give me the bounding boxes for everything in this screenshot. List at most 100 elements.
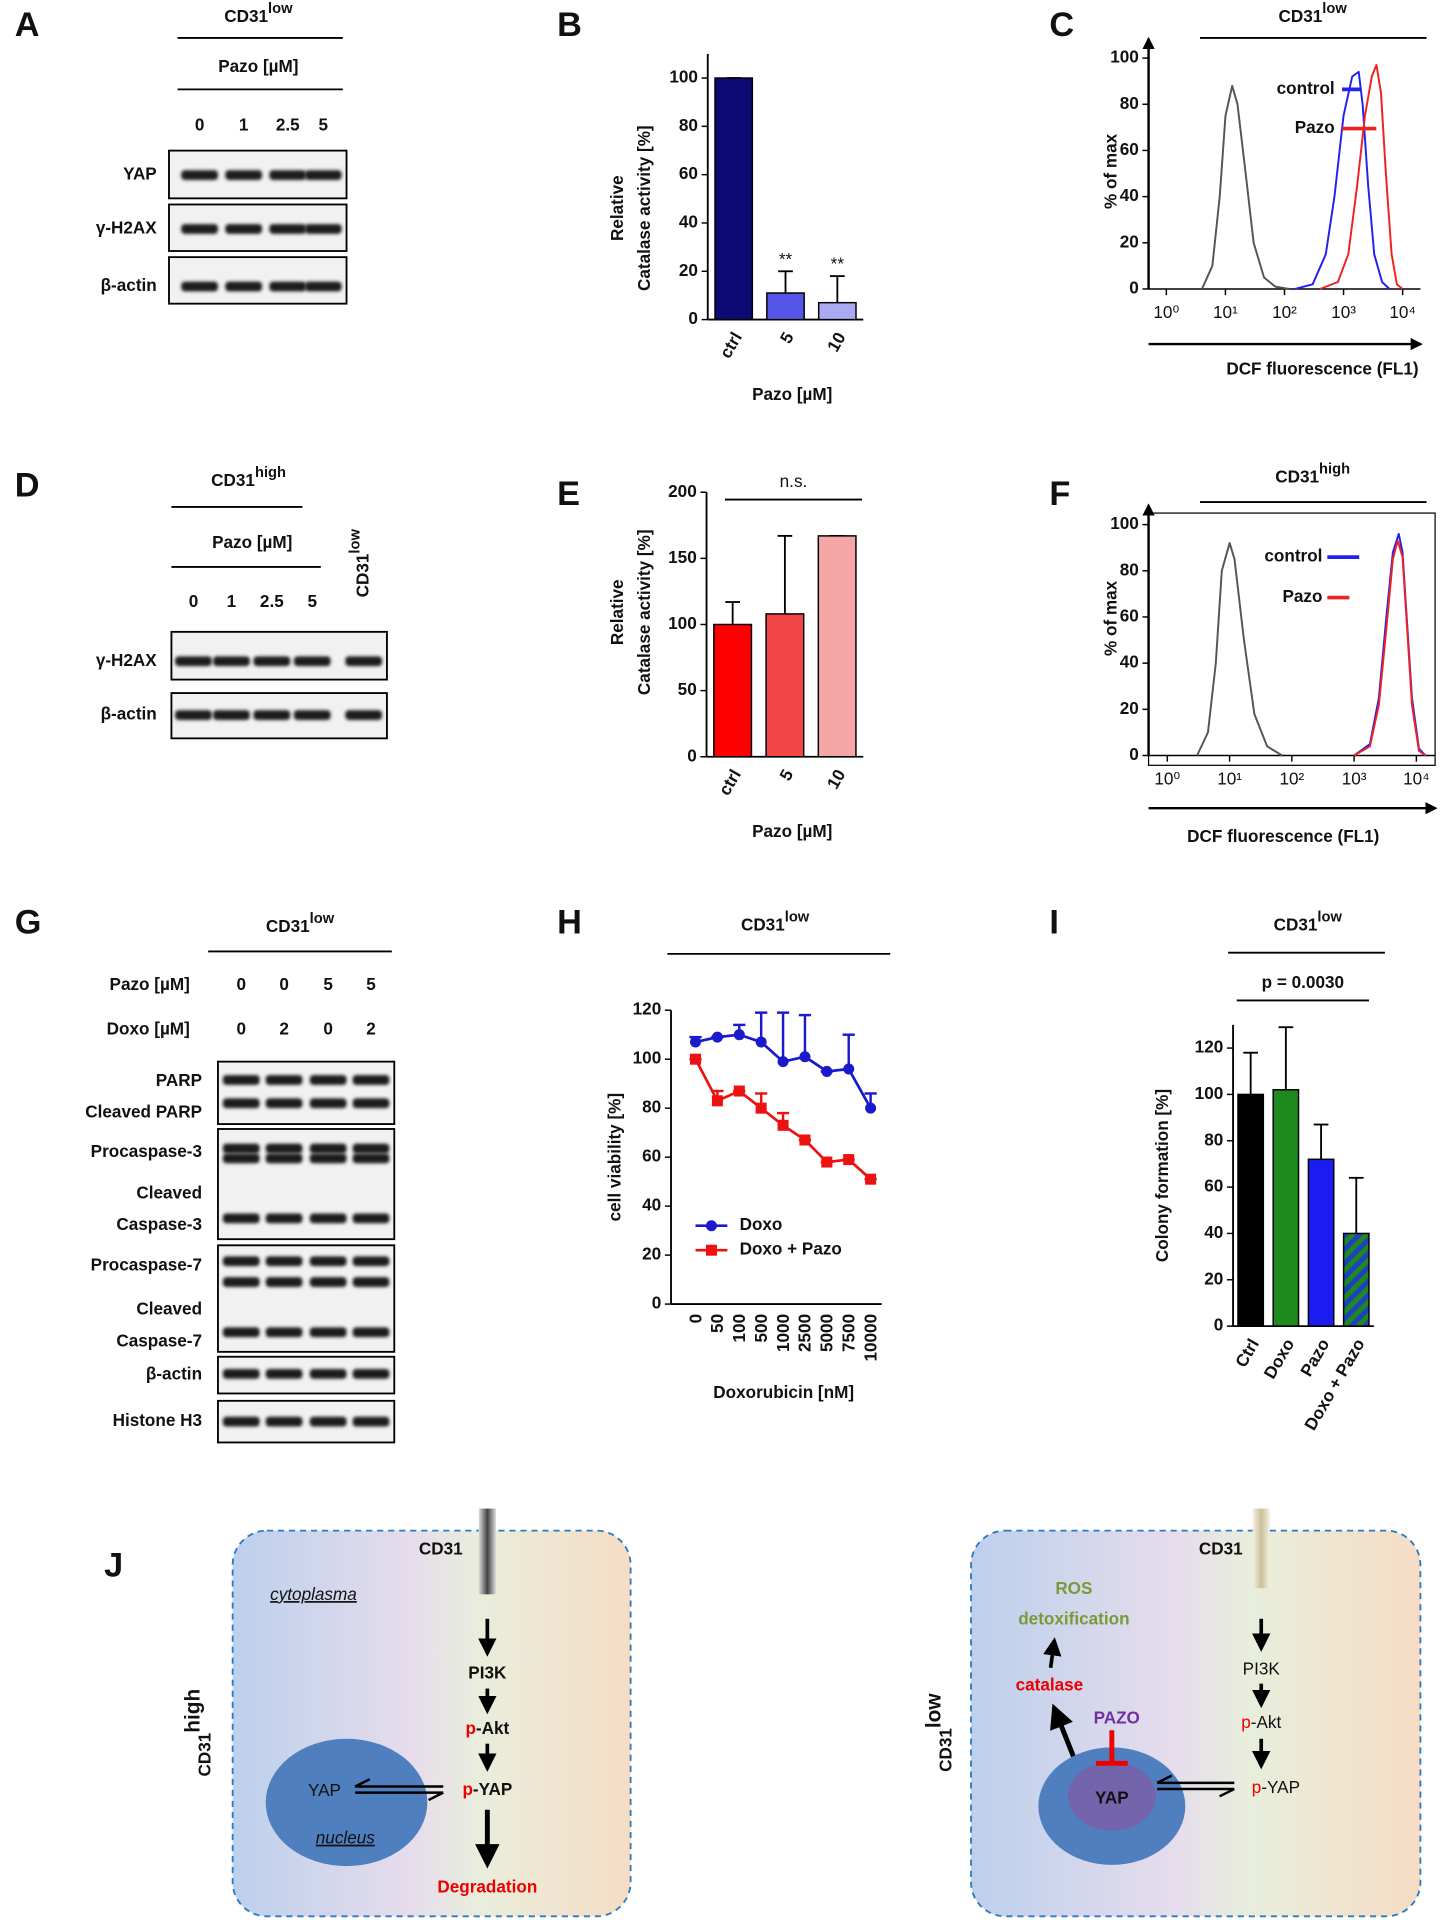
cell-label-sup: high — [182, 1689, 205, 1733]
x-tick-label: 7500 — [838, 1314, 858, 1352]
blot-box — [170, 630, 388, 681]
y-tick-label: 20 — [1120, 231, 1139, 251]
band — [213, 656, 250, 667]
band — [181, 224, 218, 234]
band — [222, 1368, 260, 1379]
lane-label: 2 — [279, 1018, 289, 1038]
yap-pool — [1067, 1762, 1156, 1831]
phospho-prefix: p — [462, 1779, 472, 1799]
y-tick-label: 20 — [1120, 698, 1139, 718]
band — [309, 1368, 347, 1379]
node-name: -YAP — [1261, 1776, 1300, 1796]
band — [222, 1256, 260, 1267]
x-tick-label: 10² — [1279, 769, 1304, 789]
x-tick-label: 10³ — [1331, 302, 1356, 322]
lane-label: 0 — [189, 591, 199, 611]
blot-header-text: CD31 — [224, 6, 268, 26]
row-label: Procaspase-7 — [91, 1255, 202, 1275]
panel-label: F — [1049, 475, 1070, 513]
x-tick-label: 2500 — [795, 1314, 815, 1352]
control-lane-label: CD31low — [348, 529, 373, 598]
y-axis-label: Catalase activity [%] — [634, 125, 654, 291]
legend-label: control — [1264, 546, 1322, 566]
node-label: p-Akt — [1241, 1711, 1281, 1731]
y-tick-label: 120 — [1195, 1037, 1224, 1057]
band — [265, 1327, 303, 1338]
y-axis-label: Relative — [607, 579, 627, 645]
phospho-prefix: p — [1241, 1711, 1251, 1731]
lane-label: 0 — [236, 974, 246, 994]
y-tick-label: 150 — [668, 547, 697, 567]
cell-label-text: CD31 — [194, 1732, 214, 1776]
y-axis-label: % of max — [1100, 133, 1120, 209]
band — [352, 1368, 390, 1379]
cell-label-sup: low — [923, 1693, 946, 1728]
y-tick-label: 0 — [1129, 744, 1139, 764]
chart-title: CD31low — [1274, 910, 1343, 935]
outcome-label: ROS — [1055, 1578, 1092, 1598]
marker — [843, 1063, 855, 1075]
blot-header-sup: low — [310, 911, 335, 927]
panel-label: B — [557, 6, 582, 44]
bar — [713, 623, 753, 758]
band — [181, 281, 218, 292]
lane-label: 1 — [227, 591, 237, 611]
lane-label: 2.5 — [260, 591, 284, 611]
band — [352, 1327, 390, 1338]
marker — [711, 1095, 723, 1107]
x-tick-label: 10⁴ — [1403, 769, 1429, 789]
receptor — [1252, 1508, 1270, 1589]
panel-label: C — [1049, 6, 1074, 44]
x-tick-label: 10000 — [860, 1314, 880, 1362]
chart-title-sup: low — [1322, 1, 1347, 17]
band — [175, 710, 212, 720]
condition-label: Doxo [µM] — [107, 1018, 190, 1038]
band — [309, 1153, 347, 1164]
cell-membrane — [970, 1529, 1422, 1918]
drug-label: PAZO — [1094, 1708, 1140, 1728]
band — [293, 710, 331, 720]
bar — [1272, 1089, 1300, 1327]
band — [222, 1416, 260, 1427]
marker — [755, 1036, 767, 1048]
row-label: Histone H3 — [113, 1410, 202, 1430]
marker — [821, 1065, 833, 1077]
y-tick-label: 0 — [1129, 278, 1139, 298]
band — [304, 224, 342, 234]
panel-label: A — [15, 6, 40, 44]
x-tick-label: ctrl — [714, 766, 745, 799]
band — [352, 1098, 390, 1109]
y-tick-label: 0 — [652, 1293, 662, 1313]
lane-label: 0 — [236, 1018, 246, 1038]
x-tick-label: 5 — [776, 328, 798, 347]
band — [222, 1277, 260, 1287]
blot-header-text: CD31 — [266, 915, 310, 935]
plot-frame — [1147, 512, 1436, 766]
significance-label: ** — [831, 254, 845, 274]
band — [225, 224, 263, 234]
marker — [777, 1056, 789, 1068]
node-label: YAP — [1095, 1787, 1129, 1807]
node-name: -Akt — [476, 1718, 510, 1738]
panel-label: G — [15, 904, 42, 942]
marker — [690, 1036, 702, 1048]
legend-marker — [705, 1244, 717, 1256]
legend-label: Pazo — [1295, 117, 1335, 137]
histogram-line — [1353, 539, 1426, 757]
x-axis-label: DCF fluorescence (FL1) — [1226, 358, 1418, 378]
chart-title-text: CD31 — [1274, 914, 1318, 934]
band — [213, 710, 250, 720]
x-tick-label: 1000 — [773, 1314, 793, 1352]
lane-label: 2.5 — [276, 115, 300, 135]
x-tick-label: 10¹ — [1217, 769, 1242, 789]
lane-label: 1 — [239, 115, 249, 135]
band — [265, 1075, 303, 1085]
row-label: Cleaved PARP — [85, 1102, 202, 1122]
marker — [733, 1029, 745, 1041]
lane-label: 0 — [195, 115, 205, 135]
y-tick-label: 200 — [668, 481, 697, 501]
outcome-label: Degradation — [437, 1877, 537, 1897]
row-label: β-actin — [101, 704, 157, 724]
band — [345, 710, 383, 720]
marker — [755, 1102, 767, 1114]
